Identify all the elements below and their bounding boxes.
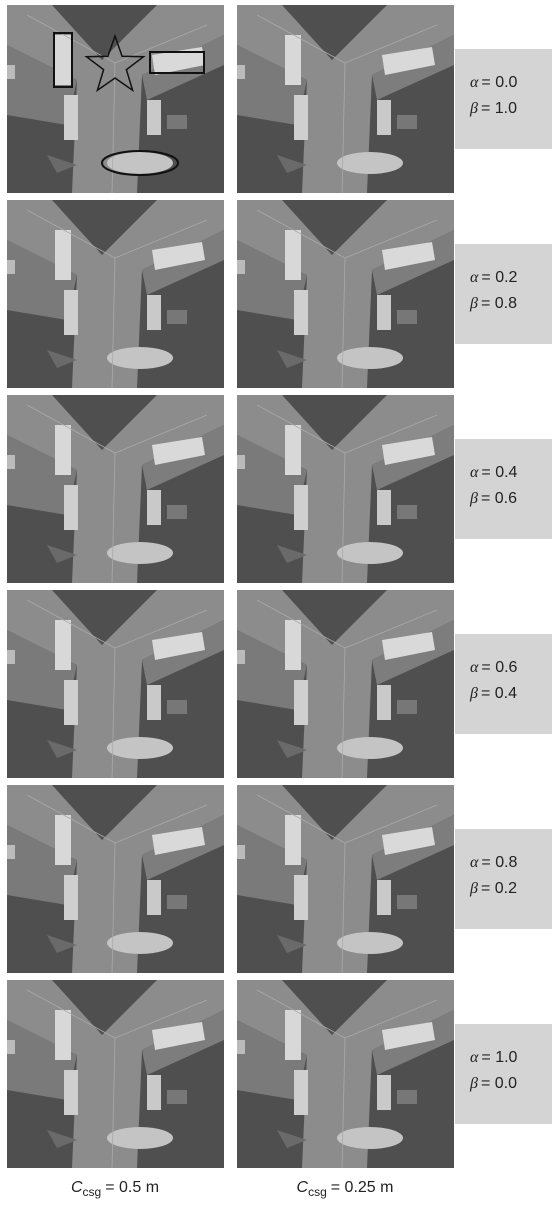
scene-image: [237, 200, 454, 388]
alpha-symbol: α: [470, 464, 479, 481]
alpha-symbol: α: [470, 1049, 479, 1066]
beta-value: = 0.6: [481, 490, 517, 507]
alpha-label: α= 0.0: [470, 74, 518, 91]
scene-image: [237, 590, 454, 778]
alpha-label: α= 0.2: [470, 269, 518, 286]
beta-value: = 0.2: [481, 880, 517, 897]
column-value: = 0.25 m: [331, 1179, 394, 1196]
scene-image: [7, 980, 224, 1168]
beta-value: = 1.0: [481, 100, 517, 117]
beta-symbol: β: [469, 685, 478, 702]
alpha-value: = 0.8: [481, 854, 517, 871]
beta-symbol: β: [469, 295, 478, 312]
beta-value: = 0.4: [481, 685, 517, 702]
column-value: = 0.5 m: [105, 1179, 159, 1196]
scene-image: [237, 5, 454, 193]
label-box: [455, 49, 552, 149]
alpha-label: α= 1.0: [470, 1049, 518, 1066]
beta-label: β= 0.8: [469, 295, 517, 312]
alpha-value: = 1.0: [481, 1049, 517, 1066]
alpha-symbol: α: [470, 659, 479, 676]
alpha-symbol: α: [470, 74, 479, 91]
alpha-symbol: α: [470, 854, 479, 871]
alpha-value: = 0.6: [481, 659, 517, 676]
beta-value: = 0.8: [481, 295, 517, 312]
column-symbol: C: [71, 1179, 83, 1196]
beta-symbol: β: [469, 880, 478, 897]
label-box: [455, 829, 552, 929]
scene-image: [7, 395, 224, 583]
beta-symbol: β: [469, 490, 478, 507]
scene-image: [237, 980, 454, 1168]
alpha-symbol: α: [470, 269, 479, 286]
beta-label: β= 1.0: [469, 100, 517, 117]
column-subscript: csg: [83, 1185, 102, 1199]
beta-label: β= 0.6: [469, 490, 517, 507]
figure: α= 0.0β= 1.0α= 0.2β= 0.8α= 0.4β= 0.6α= 0…: [0, 0, 552, 1205]
label-box: [455, 634, 552, 734]
label-box: [455, 439, 552, 539]
column-label: Ccsg = 0.25 m: [297, 1179, 394, 1199]
scene-image: [237, 395, 454, 583]
beta-label: β= 0.2: [469, 880, 517, 897]
scene-image: [7, 200, 224, 388]
alpha-value: = 0.2: [481, 269, 517, 286]
scene-image: [7, 5, 224, 193]
beta-symbol: β: [469, 100, 478, 117]
alpha-label: α= 0.6: [470, 659, 518, 676]
beta-value: = 0.0: [481, 1075, 517, 1092]
beta-label: β= 0.4: [469, 685, 517, 702]
beta-label: β= 0.0: [469, 1075, 517, 1092]
alpha-value: = 0.4: [481, 464, 517, 481]
scene-image: [7, 785, 224, 973]
beta-symbol: β: [469, 1075, 478, 1092]
alpha-label: α= 0.8: [470, 854, 518, 871]
scene-image: [7, 590, 224, 778]
column-subscript: csg: [308, 1185, 327, 1199]
column-label: Ccsg= 0.5 m: [71, 1179, 159, 1199]
scene-image: [237, 785, 454, 973]
column-symbol: C: [297, 1179, 309, 1196]
alpha-label: α= 0.4: [470, 464, 518, 481]
alpha-value: = 0.0: [481, 74, 517, 91]
label-box: [455, 244, 552, 344]
label-box: [455, 1024, 552, 1124]
